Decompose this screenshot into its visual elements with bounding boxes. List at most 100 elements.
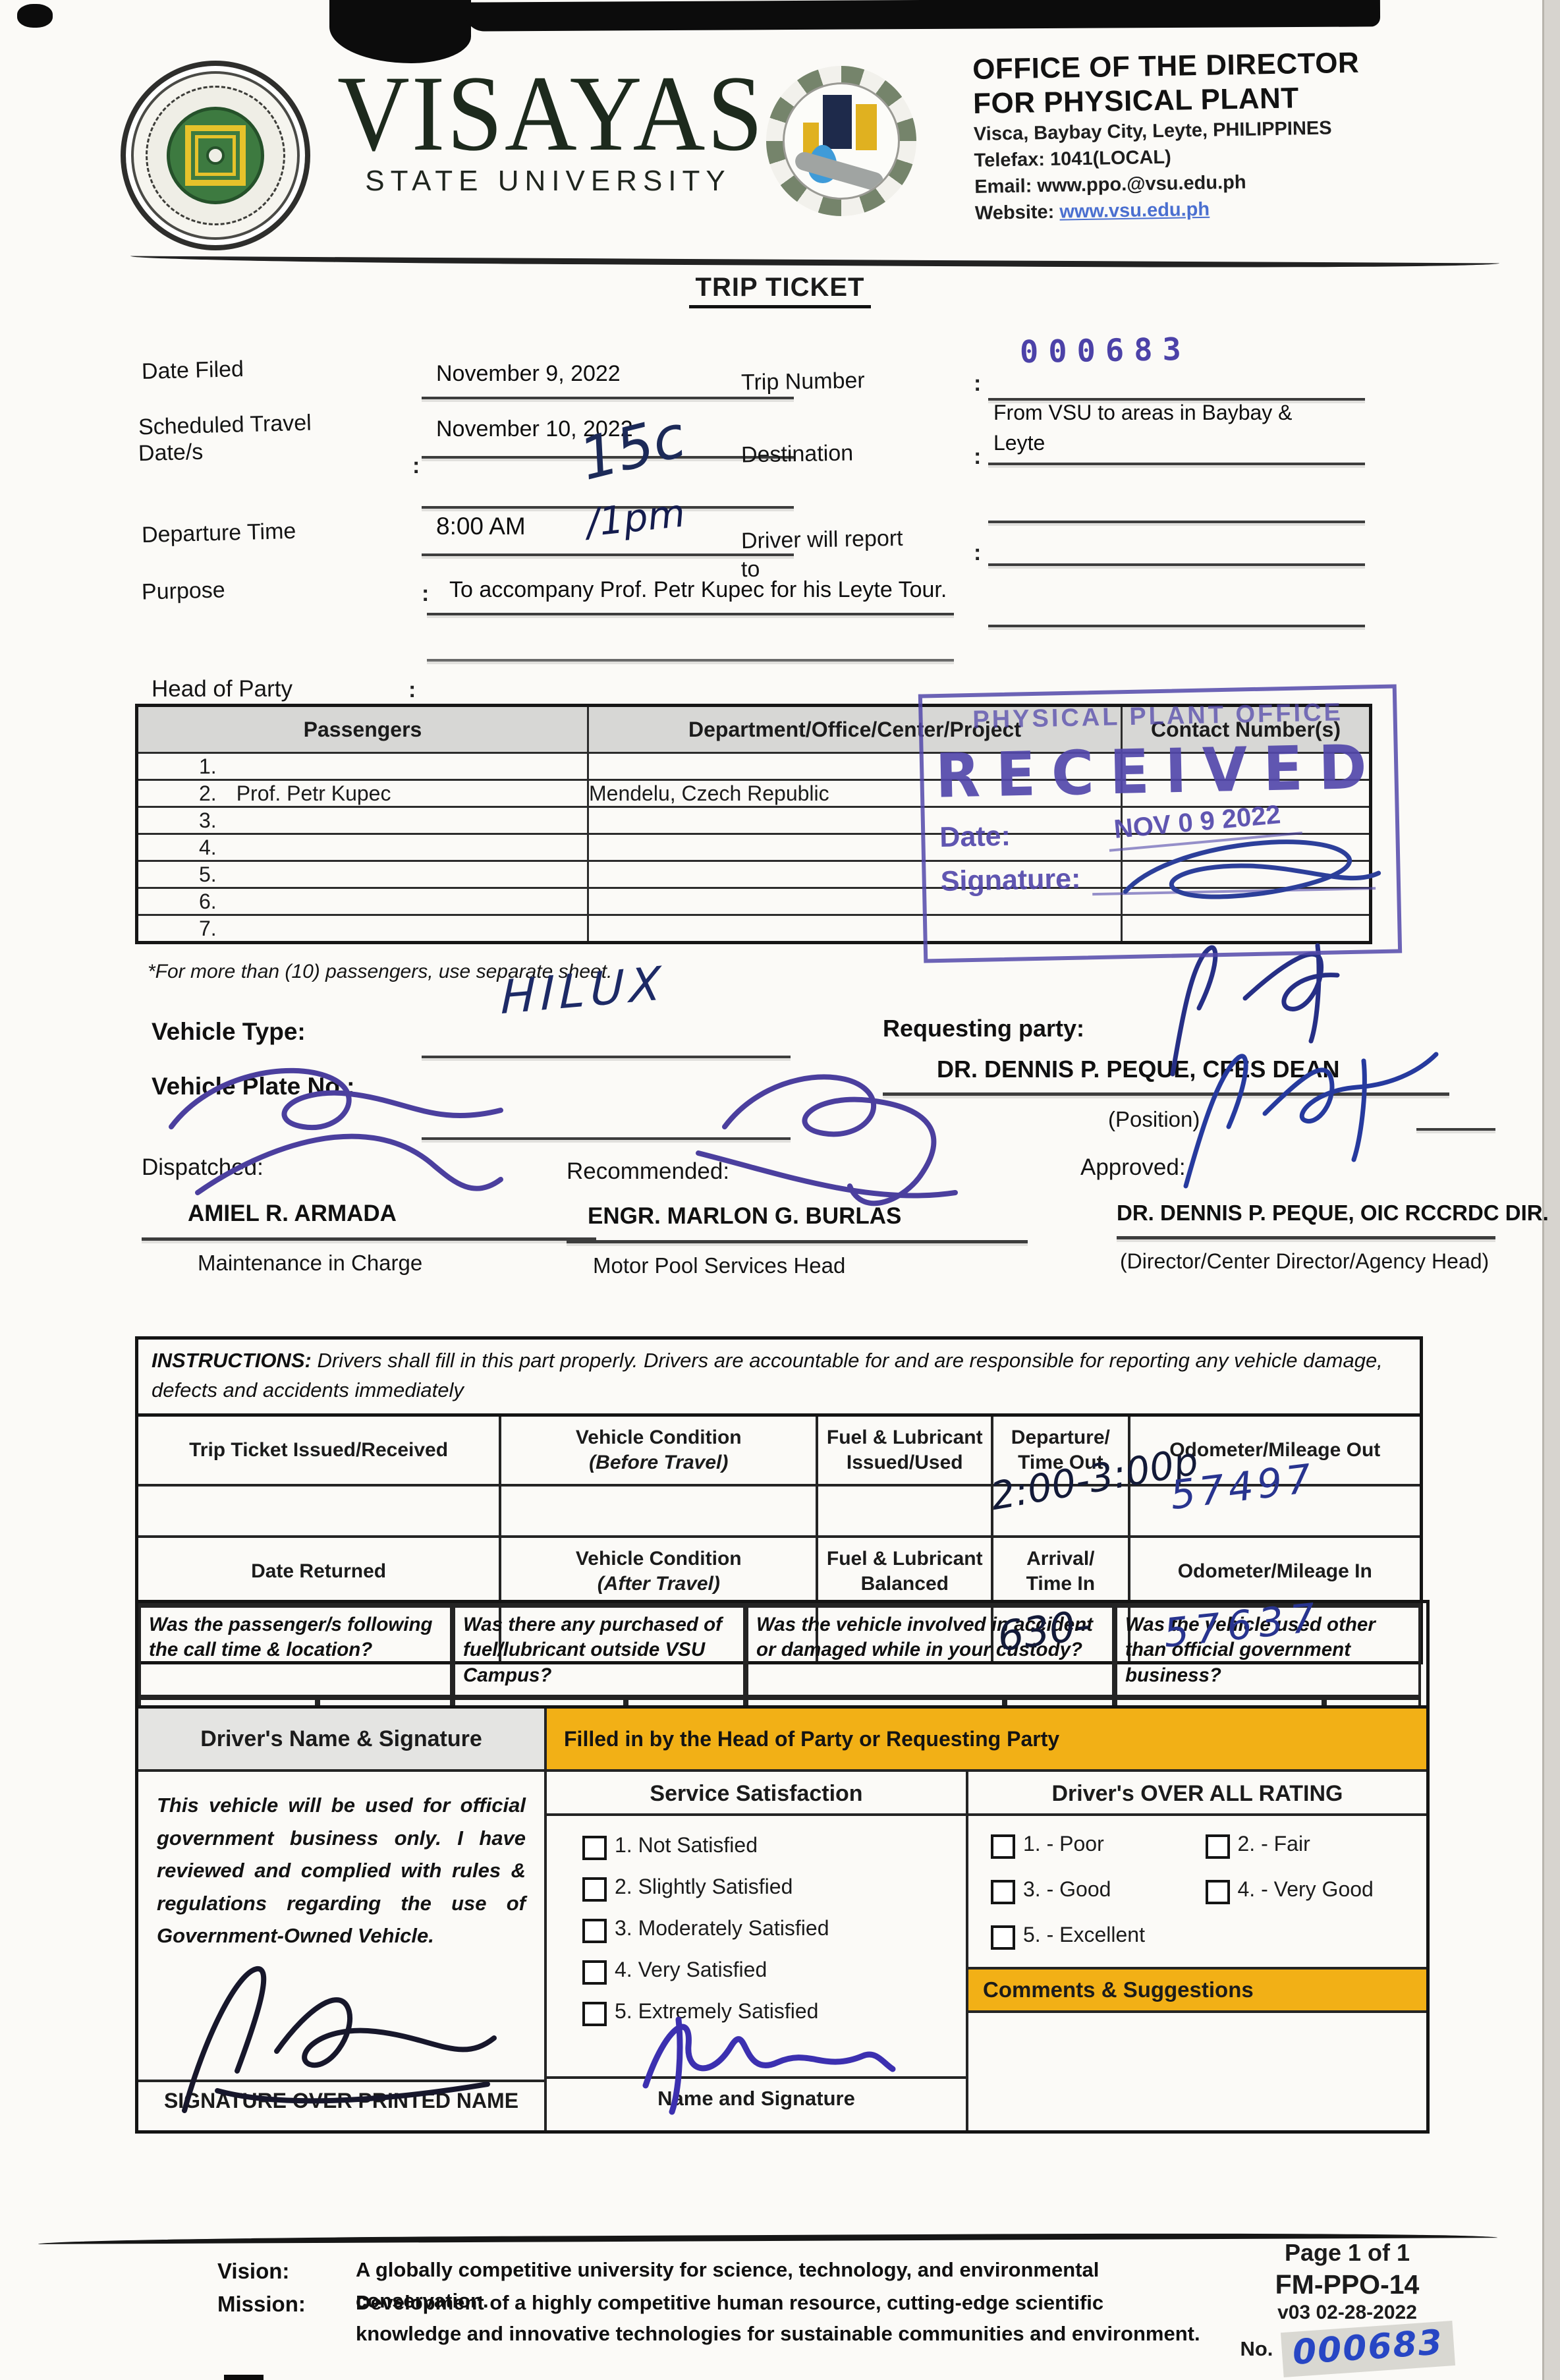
col-trip-ticket: Trip Ticket Issued/Received (135, 1413, 502, 1487)
university-subtitle: STATE UNIVERSITY (365, 165, 731, 197)
approved-name: DR. DENNIS P. PEQUE, OIC RCCRDC DIR. (1117, 1201, 1549, 1225)
departure-time-value: 8:00 AM (436, 513, 526, 540)
overall-rating-cell: Driver's OVER ALL RATING 1. - Poor 2. - … (968, 1772, 1426, 2130)
driver-signature (182, 1966, 497, 2113)
checkbox-icon (1205, 1834, 1230, 1859)
scan-artifact (224, 2375, 264, 2380)
question-4: Was the vehicle used other than official… (1115, 1603, 1421, 1698)
vehicle-type-label: Vehicle Type: (152, 1018, 306, 1045)
table-row: 6. (136, 887, 1372, 916)
date-filed-label: Date Filed (141, 356, 244, 385)
university-name: VISAYAS (337, 53, 765, 173)
scheduled-travel-value: November 10, 2022 (436, 416, 633, 441)
passenger-dept: Mendelu, Czech Republic (587, 779, 1123, 808)
instructions-section: INSTRUCTIONS: Drivers shall fill in this… (135, 1336, 1423, 1665)
question-2: Was there any purchased of fuel/lubrican… (453, 1603, 746, 1698)
pledge-text: This vehicle will be used for official g… (157, 1794, 526, 1948)
table-row: 7. (136, 914, 1372, 944)
passenger-table-header: Passengers Department/Office/Center/Proj… (136, 704, 1372, 754)
scan-artifact (17, 4, 53, 28)
instructions-text: INSTRUCTIONS: Drivers shall fill in this… (135, 1336, 1423, 1413)
trip-number-value: 000683 (1019, 331, 1192, 371)
recommended-name: ENGR. MARLON G. BURLAS (588, 1203, 902, 1229)
name-signature-caption: Name and Signature (547, 2016, 966, 2130)
mission-label: Mission: (217, 2292, 306, 2316)
mission-text: Development of a highly competitive huma… (356, 2291, 1200, 2345)
form-no-value: 000683 (1281, 2320, 1456, 2378)
checkbox-icon (991, 1925, 1015, 1950)
col-department: Department/Office/Center/Project (587, 704, 1123, 754)
dispatched-name: AMIEL R. ARMADA (188, 1201, 397, 1226)
stamp-office: PHYSICAL PLANT OFFICE (972, 698, 1344, 734)
driver-name-header: Driver's Name & Signature (138, 1709, 547, 1772)
form-meta: Page 1 of 1 FM-PPO-14 v03 02-28-2022 No.… (1215, 2239, 1479, 2378)
checkbox-icon (991, 1880, 1015, 1904)
university-wordmark: VISAYAS STATE UNIVERSITY (337, 59, 763, 198)
col-contact: Contact Number(s) (1121, 704, 1372, 754)
office-header: OFFICE OF THE DIRECTOR FOR PHYSICAL PLAN… (972, 45, 1424, 227)
col-odometer-in: Odometer/Mileage In (1127, 1535, 1423, 1608)
driver-pledge-cell: This vehicle will be used for official g… (138, 1772, 547, 2130)
requesting-party-label: Requesting party: (883, 1015, 1085, 1042)
page-indicator: Page 1 of 1 (1284, 2239, 1410, 2266)
driver-log-table: Trip Ticket Issued/Received Vehicle Cond… (135, 1413, 1423, 1665)
dispatched-signature (169, 1068, 503, 1195)
scan-edge (1542, 0, 1560, 2380)
recommended-label: Recommended: (567, 1158, 730, 1184)
satisfaction-title: Service Satisfaction (547, 1772, 966, 1816)
stamp-signature-label: Signature: (940, 863, 1081, 897)
approved-signature (1183, 1052, 1439, 1189)
position-label: (Position) (1108, 1107, 1200, 1131)
form-version: v03 02-28-2022 (1277, 2302, 1417, 2323)
received-signature (1123, 839, 1381, 899)
purpose-label: Purpose (141, 577, 226, 605)
trip-number-label: Trip Number (740, 368, 865, 395)
requesting-party-signature (1170, 943, 1340, 1077)
head-of-party-signature (642, 2016, 896, 2115)
vsu-seal-icon (121, 61, 310, 250)
destination-value-line1: From VSU to areas in Baybay & (993, 401, 1293, 424)
table-row: 4. (136, 833, 1372, 862)
checkbox-icon (1205, 1880, 1230, 1904)
handwritten-time: /1pm (584, 490, 687, 546)
table-row: 3. (136, 806, 1372, 835)
received-stamp: PHYSICAL PLANT OFFICE RECEIVED Date: NOV… (918, 684, 1403, 963)
driver-report-label: Driver will report (740, 525, 903, 554)
destination-label: Destination (740, 440, 854, 468)
question-1: Was the passenger/s following the call t… (138, 1603, 453, 1698)
page-title: TRIP TICKET (688, 273, 872, 308)
vision-text: A globally competitive university for sc… (356, 2258, 1100, 2312)
table-footnote: *For more than (10) passengers, use sepa… (148, 961, 613, 982)
checkbox-icon (582, 1836, 607, 1860)
destination-value-line2: Leyte (993, 431, 1045, 455)
header-divider (130, 256, 1500, 269)
handwritten-note: 15c (572, 402, 692, 494)
table-row: 1. (136, 752, 1372, 781)
stamp-date-label: Date: (939, 820, 1011, 854)
checkbox-icon (582, 1877, 607, 1902)
approved-title: (Director/Center Director/Agency Head) (1120, 1249, 1490, 1273)
checkbox-icon (991, 1834, 1015, 1859)
stamp-received: RECEIVED (934, 731, 1383, 812)
scheduled-travel-label: Scheduled Travel (138, 410, 312, 440)
col-odometer-out: Odometer/Mileage Out (1127, 1413, 1423, 1487)
rating-title: Driver's OVER ALL RATING (968, 1772, 1426, 1816)
dispatched-title: Maintenance in Charge (198, 1251, 423, 1275)
form-no-label: No. (1240, 2337, 1273, 2360)
vision-label: Vision: (217, 2259, 290, 2283)
purpose-value: To accompany Prof. Petr Kupec for his Le… (449, 577, 947, 602)
driver-rating-section: Driver's Name & Signature Filled in by t… (135, 1705, 1430, 2134)
table-row: 2. Prof. Petr Kupec Mendelu, Czech Republi… (136, 779, 1372, 808)
checkbox-icon (582, 1960, 607, 1985)
approved-label: Approved: (1080, 1154, 1186, 1180)
website-link: www.vsu.edu.ph (1059, 198, 1210, 223)
requesting-party-name: DR. DENNIS P. PEQUE, CFES DEAN (937, 1056, 1340, 1083)
checkbox-icon (582, 1919, 607, 1943)
date-filed-value: November 9, 2022 (436, 361, 621, 386)
recommended-title: Motor Pool Services Head (593, 1253, 846, 1278)
ppo-gear-logo-icon (766, 66, 916, 216)
service-satisfaction-cell: Service Satisfaction 1. Not Satisfied 2.… (547, 1772, 968, 2130)
question-3: Was the vehicle involved in accident or … (746, 1603, 1115, 1698)
col-passengers: Passengers (136, 704, 589, 754)
